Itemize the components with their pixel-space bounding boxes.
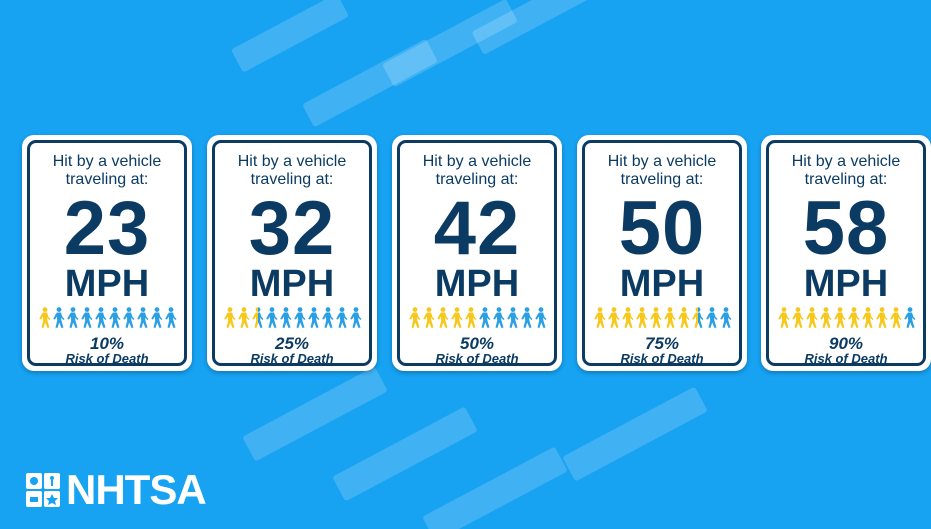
pedestrian-icon [265, 307, 277, 328]
pedestrian-icon [436, 307, 448, 328]
crosswalk-stripe [242, 366, 388, 462]
pedestrian-icon [607, 307, 619, 328]
heading: Hit by a vehicle traveling at: [52, 153, 162, 188]
pedestrian-row [30, 307, 184, 329]
pedestrian-icon [335, 307, 347, 328]
pedestrian-icon [889, 307, 901, 328]
pedestrian-row [585, 307, 739, 329]
pedestrian-icon [94, 307, 106, 328]
sign-border: Hit by a vehicle traveling at: 23 MPH 10% Ri… [27, 140, 187, 366]
pedestrian-icon [719, 307, 731, 328]
pedestrian-icon [506, 307, 518, 328]
pedestrian-icon [52, 307, 64, 328]
logo-text: NHTSA [66, 466, 207, 513]
heading: Hit by a vehicle traveling at: [422, 153, 532, 188]
pedestrian-icon [492, 307, 504, 328]
risk-caption: Risk of Death [620, 351, 704, 366]
pedestrian-icon [164, 307, 176, 328]
risk-percent: 50% [459, 334, 495, 353]
crosswalk-stripe [332, 406, 478, 502]
pedestrian-icon [237, 307, 249, 328]
speed: 32 [248, 186, 336, 271]
pedestrian-row [769, 307, 923, 329]
pedestrian-icon [478, 307, 490, 328]
pedestrian-icon [677, 307, 689, 328]
sign-card: Hit by a vehicle traveling at: 50 MPH 75% Ri… [577, 135, 747, 371]
pedestrian-icon [108, 307, 120, 328]
pedestrian-icon [534, 307, 546, 328]
risk-caption: Risk of Death [435, 351, 519, 366]
unit: MPH [619, 263, 705, 305]
speed: 50 [618, 186, 706, 271]
pedestrian-icon [875, 307, 887, 328]
pedestrian-row [400, 307, 554, 329]
pedestrian-icon [251, 307, 263, 328]
sign-card: Hit by a vehicle traveling at: 23 MPH 10% Ri… [22, 135, 192, 371]
pedestrian-icon [593, 307, 605, 328]
pedestrian-icon [223, 307, 235, 328]
pedestrian-icon [464, 307, 476, 328]
crosswalk-stripe [562, 386, 708, 482]
pedestrian-icon [80, 307, 92, 328]
heading: Hit by a vehicle traveling at: [607, 153, 717, 188]
pedestrian-icon [621, 307, 633, 328]
risk-percent: 10% [89, 334, 125, 353]
pedestrian-icon [903, 307, 915, 328]
pedestrian-icon [805, 307, 817, 328]
sign-border: Hit by a vehicle traveling at: 50 MPH 75% Ri… [582, 140, 742, 366]
pedestrian-icon [777, 307, 789, 328]
pedestrian-icon [450, 307, 462, 328]
logo: NHTSA [26, 466, 207, 514]
pedestrian-icon [408, 307, 420, 328]
heading: Hit by a vehicle traveling at: [791, 153, 901, 188]
pedestrian-icon [38, 307, 50, 328]
pedestrian-icon [649, 307, 661, 328]
pedestrian-icon [663, 307, 675, 328]
crosswalk-stripe [422, 446, 568, 529]
risk-caption: Risk of Death [65, 351, 149, 366]
speed: 58 [802, 186, 890, 271]
pedestrian-icon [150, 307, 162, 328]
pedestrian-icon [279, 307, 291, 328]
pedestrian-icon [819, 307, 831, 328]
risk-percent: 75% [644, 334, 680, 353]
risk-caption: Risk of Death [804, 351, 888, 366]
unit: MPH [434, 263, 520, 305]
pedestrian-icon [122, 307, 134, 328]
pedestrian-icon [422, 307, 434, 328]
unit: MPH [64, 263, 150, 305]
unit: MPH [803, 263, 889, 305]
logo-icon [26, 473, 60, 507]
sign-card: Hit by a vehicle traveling at: 32 MPH 25% Ri… [207, 135, 377, 371]
unit: MPH [249, 263, 335, 305]
pedestrian-icon [293, 307, 305, 328]
risk-percent: 25% [274, 334, 310, 353]
sign-card: Hit by a vehicle traveling at: 42 MPH 50% Ri… [392, 135, 562, 371]
pedestrian-icon [349, 307, 361, 328]
pedestrian-icon [307, 307, 319, 328]
pedestrian-icon [321, 307, 333, 328]
sign-border: Hit by a vehicle traveling at: 42 MPH 50% Ri… [397, 140, 557, 366]
sign-border: Hit by a vehicle traveling at: 58 MPH 90% Ri… [766, 140, 926, 366]
pedestrian-icon [635, 307, 647, 328]
pedestrian-icon [520, 307, 532, 328]
pedestrian-icon [691, 307, 703, 328]
pedestrian-icon [136, 307, 148, 328]
crosswalk-stripe [230, 0, 350, 73]
pedestrian-icon [705, 307, 717, 328]
pedestrian-icon [66, 307, 78, 328]
pedestrian-icon [847, 307, 859, 328]
risk-percent: 90% [828, 334, 864, 353]
pedestrian-icon [861, 307, 873, 328]
speed: 42 [433, 186, 521, 271]
speed: 23 [63, 186, 151, 271]
pedestrian-icon [833, 307, 845, 328]
sign-card: Hit by a vehicle traveling at: 58 MPH 90% Ri… [761, 135, 931, 371]
sign-border: Hit by a vehicle traveling at: 32 MPH 25% Ri… [212, 140, 372, 366]
heading: Hit by a vehicle traveling at: [237, 153, 347, 188]
risk-caption: Risk of Death [250, 351, 334, 366]
pedestrian-row [215, 307, 369, 329]
pedestrian-icon [791, 307, 803, 328]
